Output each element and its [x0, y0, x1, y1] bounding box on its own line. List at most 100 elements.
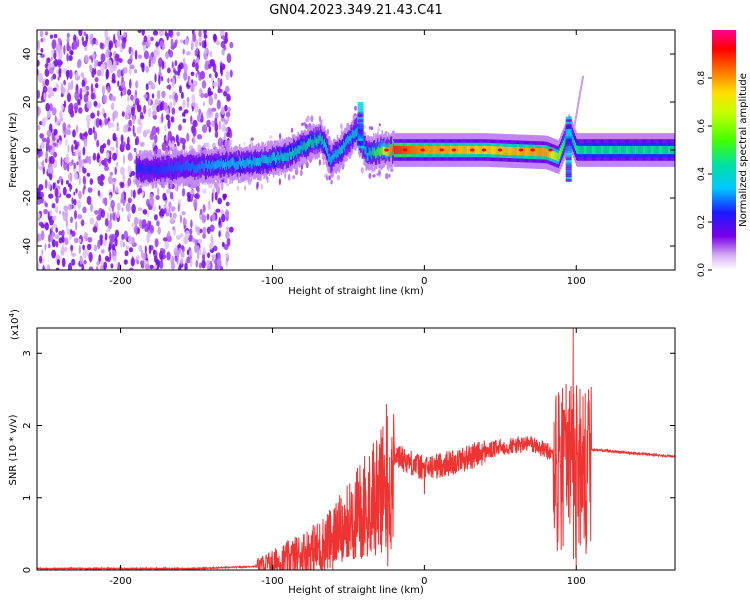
spectrogram-cell	[201, 214, 207, 223]
spectrogram-cell	[127, 58, 133, 65]
spectrogram-cell	[53, 58, 59, 67]
spectrogram-cell	[201, 160, 204, 169]
spectrogram-cell	[178, 163, 180, 172]
spectrogram-cell	[82, 244, 85, 251]
spectrogram-cell	[497, 148, 503, 152]
spectrogram-cell	[85, 85, 90, 91]
spectrogram-cell	[226, 183, 230, 187]
spectrogram-cell	[224, 162, 226, 171]
spectrogram-cell	[494, 146, 496, 155]
spectrogram-cell	[605, 145, 608, 155]
spectrogram-cell	[201, 124, 208, 133]
spectrogram-cell	[38, 221, 44, 227]
spectrogram-cell	[174, 60, 178, 67]
spectrogram-cell	[565, 176, 572, 180]
spectrogram-cell	[298, 145, 300, 154]
spectrogram-cell	[234, 162, 237, 171]
spectrogram-cell	[105, 228, 111, 233]
spectrogram-cell	[335, 150, 338, 159]
spectrogram-cell	[73, 191, 76, 196]
spectrogram-cell	[100, 249, 105, 254]
spectrogram-cell	[75, 221, 78, 231]
spectrogram-cell	[554, 151, 557, 160]
spectrogram-cell	[122, 241, 125, 248]
spectrogram-cell	[281, 152, 283, 162]
spectrogram-cell	[137, 164, 140, 173]
spectrogram-cell	[120, 182, 125, 189]
spectrogram-cell	[170, 116, 174, 123]
spectrogram-cell	[649, 145, 651, 155]
spectrogram-cell	[199, 88, 203, 93]
spectrogram-cell	[64, 237, 69, 246]
spectrogram-cell	[207, 107, 212, 115]
spectrogram-cell	[140, 164, 142, 173]
spectrogram-cell	[105, 68, 110, 79]
spectrogram-cell	[64, 246, 68, 252]
colorbar-tick-label: 0.8	[697, 71, 707, 86]
spectrogram-cell	[171, 140, 175, 151]
spectrogram-panel: -200 -100 0 100 40 20 0 -20 -40 Height of strai…	[8, 29, 676, 297]
spectrogram-cell	[372, 174, 376, 178]
spectrogram-cell	[565, 166, 572, 170]
spectrogram-cell	[170, 163, 173, 172]
spectrogram-cell	[444, 145, 446, 155]
spectrogram-cell	[48, 62, 52, 69]
spectrogram-cell	[511, 146, 513, 156]
spectrogram-cell	[40, 53, 45, 58]
spectrogram-cell	[479, 145, 481, 155]
spectrogram-cell	[253, 158, 256, 167]
spectrogram-cell	[117, 202, 121, 211]
spectrogram-cell	[100, 209, 106, 218]
spectrogram-cell	[190, 164, 192, 173]
spectrogram-cell	[220, 35, 226, 40]
spectrogram-cell	[211, 192, 214, 203]
spectrogram-cell	[132, 124, 135, 135]
spectrogram-cell	[214, 161, 216, 170]
spectrogram-cell	[260, 157, 262, 167]
spectrogram-cell	[557, 153, 560, 162]
spectrogram-cell	[293, 150, 295, 159]
spectrogram-cell	[65, 193, 72, 199]
spectrogram-cell	[176, 250, 180, 259]
spectrogram-cell	[165, 114, 170, 121]
spectrogram-cell	[306, 117, 310, 122]
spectrogram-cell	[572, 137, 575, 146]
snr-y-tick-label: 1	[22, 495, 33, 501]
spectrogram-cell	[178, 62, 184, 70]
spectrogram-cell	[39, 255, 43, 264]
spectrogram-cell	[573, 126, 576, 129]
spectrogram-cell	[427, 145, 429, 155]
spectrogram-cell	[647, 145, 649, 155]
spectrogram-cell	[468, 145, 471, 155]
spectrogram-cell	[474, 145, 477, 155]
spectrogram-cell	[110, 146, 115, 151]
spectrogram-cell	[135, 80, 139, 89]
spectrogram-cell	[128, 247, 134, 253]
spectrogram-cell	[150, 83, 156, 90]
spectrogram-cell	[436, 145, 439, 155]
spectrogram-cell	[268, 154, 271, 163]
spectrogram-cell	[538, 148, 541, 157]
spectrogram-cell	[357, 106, 364, 110]
spectrogram-cell	[207, 200, 211, 210]
spectrogram-cell	[169, 212, 172, 218]
spectrogram-cell	[214, 131, 219, 139]
spectrogram-cell	[636, 145, 639, 155]
spectrogram-cell	[578, 94, 581, 98]
spectrogram-cell	[77, 214, 83, 220]
spectrogram-cell	[86, 195, 92, 205]
spectrogram-cell	[565, 162, 572, 165]
spectrogram-cell	[654, 145, 657, 155]
spectrogram-cell	[339, 147, 342, 156]
spectrogram-cell	[357, 111, 364, 115]
spectrogram-cell	[236, 161, 239, 170]
spectrogram-cell	[186, 162, 189, 178]
spectrogram-cell	[400, 145, 403, 155]
spectrogram-cell	[660, 145, 662, 155]
spectrogram-cell	[210, 164, 212, 173]
spectrogram-cell	[548, 148, 553, 152]
spectrogram-cell	[487, 146, 490, 155]
spectrogram-cell	[378, 146, 380, 155]
spectrogram-cell	[357, 130, 364, 134]
spectrogram-cell	[579, 91, 582, 95]
